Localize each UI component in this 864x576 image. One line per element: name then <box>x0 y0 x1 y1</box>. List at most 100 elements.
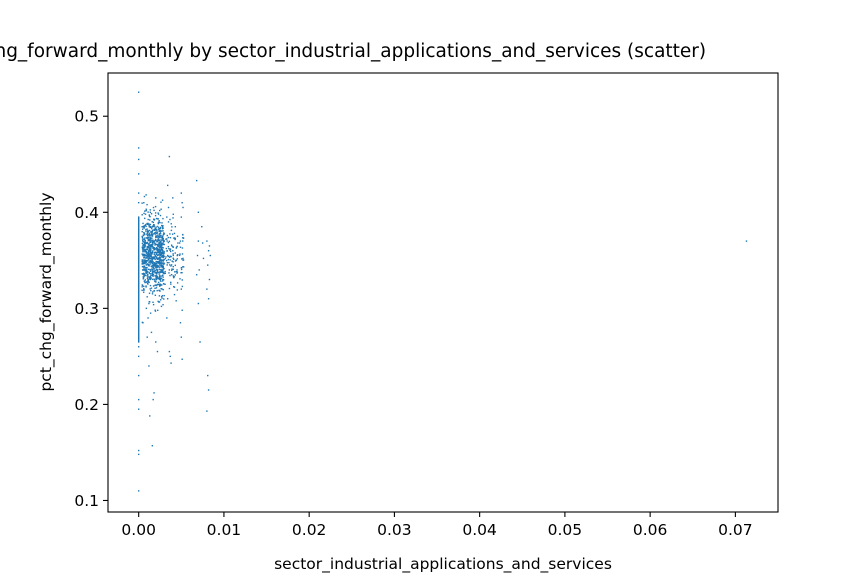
scatter-point <box>137 261 140 263</box>
scatter-point <box>162 276 164 278</box>
scatter-point <box>159 290 161 292</box>
scatter-point <box>149 244 152 246</box>
scatter-point <box>145 285 147 287</box>
scatter-point <box>158 262 160 264</box>
y-tick-label: 0.3 <box>74 300 99 318</box>
scatter-point <box>137 289 140 291</box>
scatter-point <box>162 260 165 262</box>
scatter-point <box>137 316 140 318</box>
scatter-point <box>745 240 748 242</box>
scatter-point <box>157 235 160 237</box>
scatter-point <box>141 284 144 286</box>
scatter-point <box>137 253 140 255</box>
scatter-point <box>169 236 172 239</box>
scatter-point <box>146 275 148 277</box>
scatter-point <box>158 246 160 248</box>
scatter-point <box>160 287 162 290</box>
scatter-point <box>137 268 140 270</box>
scatter-point <box>149 248 151 250</box>
scatter-point <box>137 313 140 315</box>
y-tick-label: 0.1 <box>74 492 99 510</box>
scatter-point <box>167 206 170 209</box>
scatter-point <box>150 254 152 256</box>
scatter-point <box>181 258 183 260</box>
scatter-point <box>145 269 148 271</box>
scatter-point <box>176 289 179 291</box>
scatter-point <box>209 254 211 257</box>
scatter-point <box>147 283 149 285</box>
scatter-point <box>144 247 146 249</box>
scatter-point <box>154 228 156 231</box>
scatter-point <box>147 211 149 213</box>
scatter-point <box>149 278 152 281</box>
scatter-point <box>148 242 150 245</box>
scatter-point <box>162 256 164 259</box>
scatter-point <box>151 273 153 275</box>
scatter-point <box>162 233 165 236</box>
scatter-point <box>174 264 177 267</box>
scatter-point <box>137 321 140 323</box>
scatter-point <box>142 239 144 242</box>
scatter-point <box>159 270 161 273</box>
scatter-point <box>158 251 161 253</box>
scatter-point <box>147 236 150 239</box>
scatter-point <box>143 261 145 263</box>
scatter-point <box>147 276 149 278</box>
scatter-point <box>158 239 161 242</box>
scatter-point <box>155 271 157 274</box>
scatter-point <box>168 287 171 290</box>
scatter-point <box>137 305 140 307</box>
scatter-point <box>167 255 169 258</box>
scatter-point <box>197 240 200 242</box>
scatter-point <box>162 270 164 272</box>
scatter-point <box>149 241 151 244</box>
scatter-point <box>137 292 140 295</box>
scatter-point <box>137 331 140 333</box>
scatter-point <box>162 230 164 232</box>
scatter-point <box>167 241 170 244</box>
y-tick-label: 0.4 <box>74 204 99 222</box>
scatter-point <box>152 266 154 268</box>
scatter-point <box>142 277 145 279</box>
scatter-point <box>137 217 140 219</box>
scatter-point <box>159 251 162 253</box>
scatter-point <box>149 253 151 256</box>
scatter-point <box>172 250 174 252</box>
scatter-point <box>137 271 140 273</box>
scatter-point <box>153 240 155 243</box>
scatter-point <box>172 213 174 215</box>
scatter-point <box>145 254 148 257</box>
scatter-point <box>159 246 162 248</box>
scatter-point <box>146 246 149 248</box>
scatter-point <box>141 238 144 240</box>
scatter-point <box>155 262 157 265</box>
scatter-point <box>158 265 160 268</box>
scatter-point <box>150 239 152 241</box>
scatter-point <box>159 209 161 212</box>
scatter-point <box>137 243 140 245</box>
scatter-point <box>174 237 176 239</box>
scatter-point <box>147 278 149 281</box>
scatter-point <box>174 238 176 240</box>
plot-frame <box>107 72 779 513</box>
scatter-point <box>142 261 144 263</box>
scatter-point <box>145 266 147 269</box>
scatter-point <box>176 282 179 284</box>
scatter-point <box>159 221 161 224</box>
x-tick-label: 0.00 <box>121 521 156 539</box>
scatter-point <box>137 240 140 243</box>
scatter-point <box>152 273 154 276</box>
scatter-point <box>137 310 140 313</box>
points-layer <box>137 91 748 492</box>
x-axis-label: sector_industrial_applications_and_servi… <box>274 555 612 574</box>
scatter-point <box>143 262 146 264</box>
scatter-point <box>152 225 155 228</box>
scatter-point <box>137 303 140 305</box>
scatter-point <box>146 222 148 225</box>
scatter-point <box>151 260 153 263</box>
scatter-point <box>154 212 157 214</box>
scatter-point <box>144 243 146 245</box>
scatter-point <box>168 240 171 243</box>
scatter-point <box>153 224 156 226</box>
